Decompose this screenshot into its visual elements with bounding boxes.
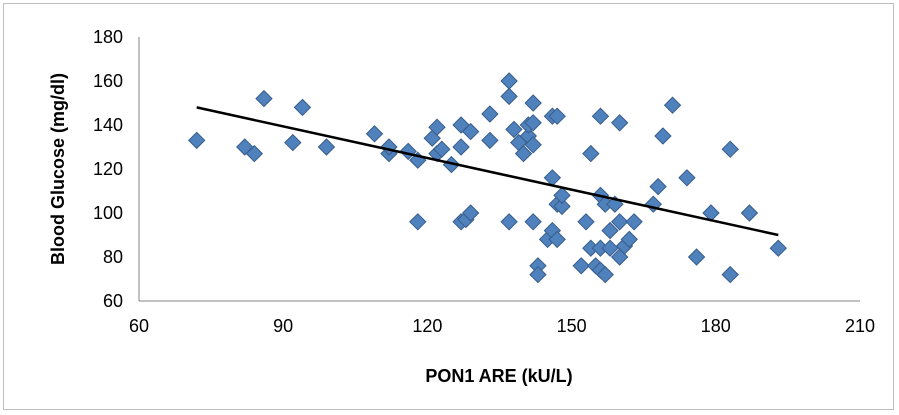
data-point	[524, 213, 542, 231]
data-point	[610, 213, 629, 231]
data-point	[654, 127, 672, 145]
data-point	[409, 213, 427, 231]
y-tick-label: 100	[93, 203, 123, 223]
data-point	[452, 138, 470, 156]
data-point	[500, 213, 518, 231]
data-point	[461, 122, 480, 141]
data-point	[505, 120, 523, 139]
y-axis-title: Blood Glucose (mg/dl)	[48, 73, 68, 265]
data-point	[365, 125, 384, 143]
data-point	[678, 169, 696, 187]
data-point	[500, 87, 518, 106]
data-point	[293, 98, 312, 117]
x-axis-title: PON1 ARE (kU/L)	[425, 366, 572, 386]
data-point	[596, 265, 614, 284]
y-tick-label: 120	[93, 159, 123, 179]
y-tick-label: 60	[103, 291, 123, 311]
x-tick-label: 210	[845, 316, 875, 336]
axes	[138, 37, 860, 302]
data-point	[649, 177, 667, 196]
x-tick-labels: 60 90 120 150 180 210	[129, 316, 875, 336]
data-point	[582, 144, 600, 163]
y-tick-labels: 60 80 100 120 140 160 180	[93, 27, 123, 311]
data-point	[245, 144, 264, 163]
data-point	[625, 213, 643, 231]
data-point	[687, 248, 706, 266]
data-point	[591, 107, 610, 125]
data-point	[601, 239, 619, 257]
x-tick-label: 180	[701, 316, 731, 336]
data-point	[481, 105, 499, 123]
y-tick-label: 140	[93, 115, 123, 135]
trendline	[196, 106, 779, 237]
data-point	[572, 257, 590, 275]
data-point	[740, 204, 759, 222]
data-point	[577, 213, 595, 231]
y-tick-label: 160	[93, 71, 123, 91]
data-point	[548, 230, 566, 249]
data-point	[481, 131, 499, 150]
data-point	[433, 140, 451, 158]
y-tick-label: 80	[103, 247, 123, 267]
data-point	[284, 133, 302, 152]
data-point	[461, 204, 480, 222]
data-point	[524, 114, 542, 132]
x-tick-label: 120	[412, 316, 442, 336]
x-tick-label: 90	[273, 316, 293, 336]
data-point	[255, 89, 273, 108]
data-point	[524, 136, 542, 154]
data-point	[187, 131, 206, 150]
data-point	[500, 72, 518, 90]
chart-frame	[3, 3, 894, 410]
data-point	[529, 265, 547, 284]
x-tick-label: 60	[129, 316, 149, 336]
data-point	[553, 197, 571, 216]
data-point	[317, 138, 336, 156]
data-point	[769, 239, 787, 257]
data-point	[553, 186, 571, 205]
data-point	[721, 265, 739, 284]
data-point	[663, 96, 682, 114]
data-point	[620, 230, 638, 249]
data-point	[548, 107, 566, 125]
y-tick-label: 180	[93, 27, 123, 47]
data-point	[524, 94, 542, 112]
data-point	[610, 114, 629, 132]
data-point	[514, 144, 533, 163]
x-tick-label: 150	[557, 316, 587, 336]
data-point	[428, 118, 446, 136]
data-point	[601, 221, 619, 240]
data-points	[187, 72, 787, 284]
data-point	[721, 140, 739, 158]
